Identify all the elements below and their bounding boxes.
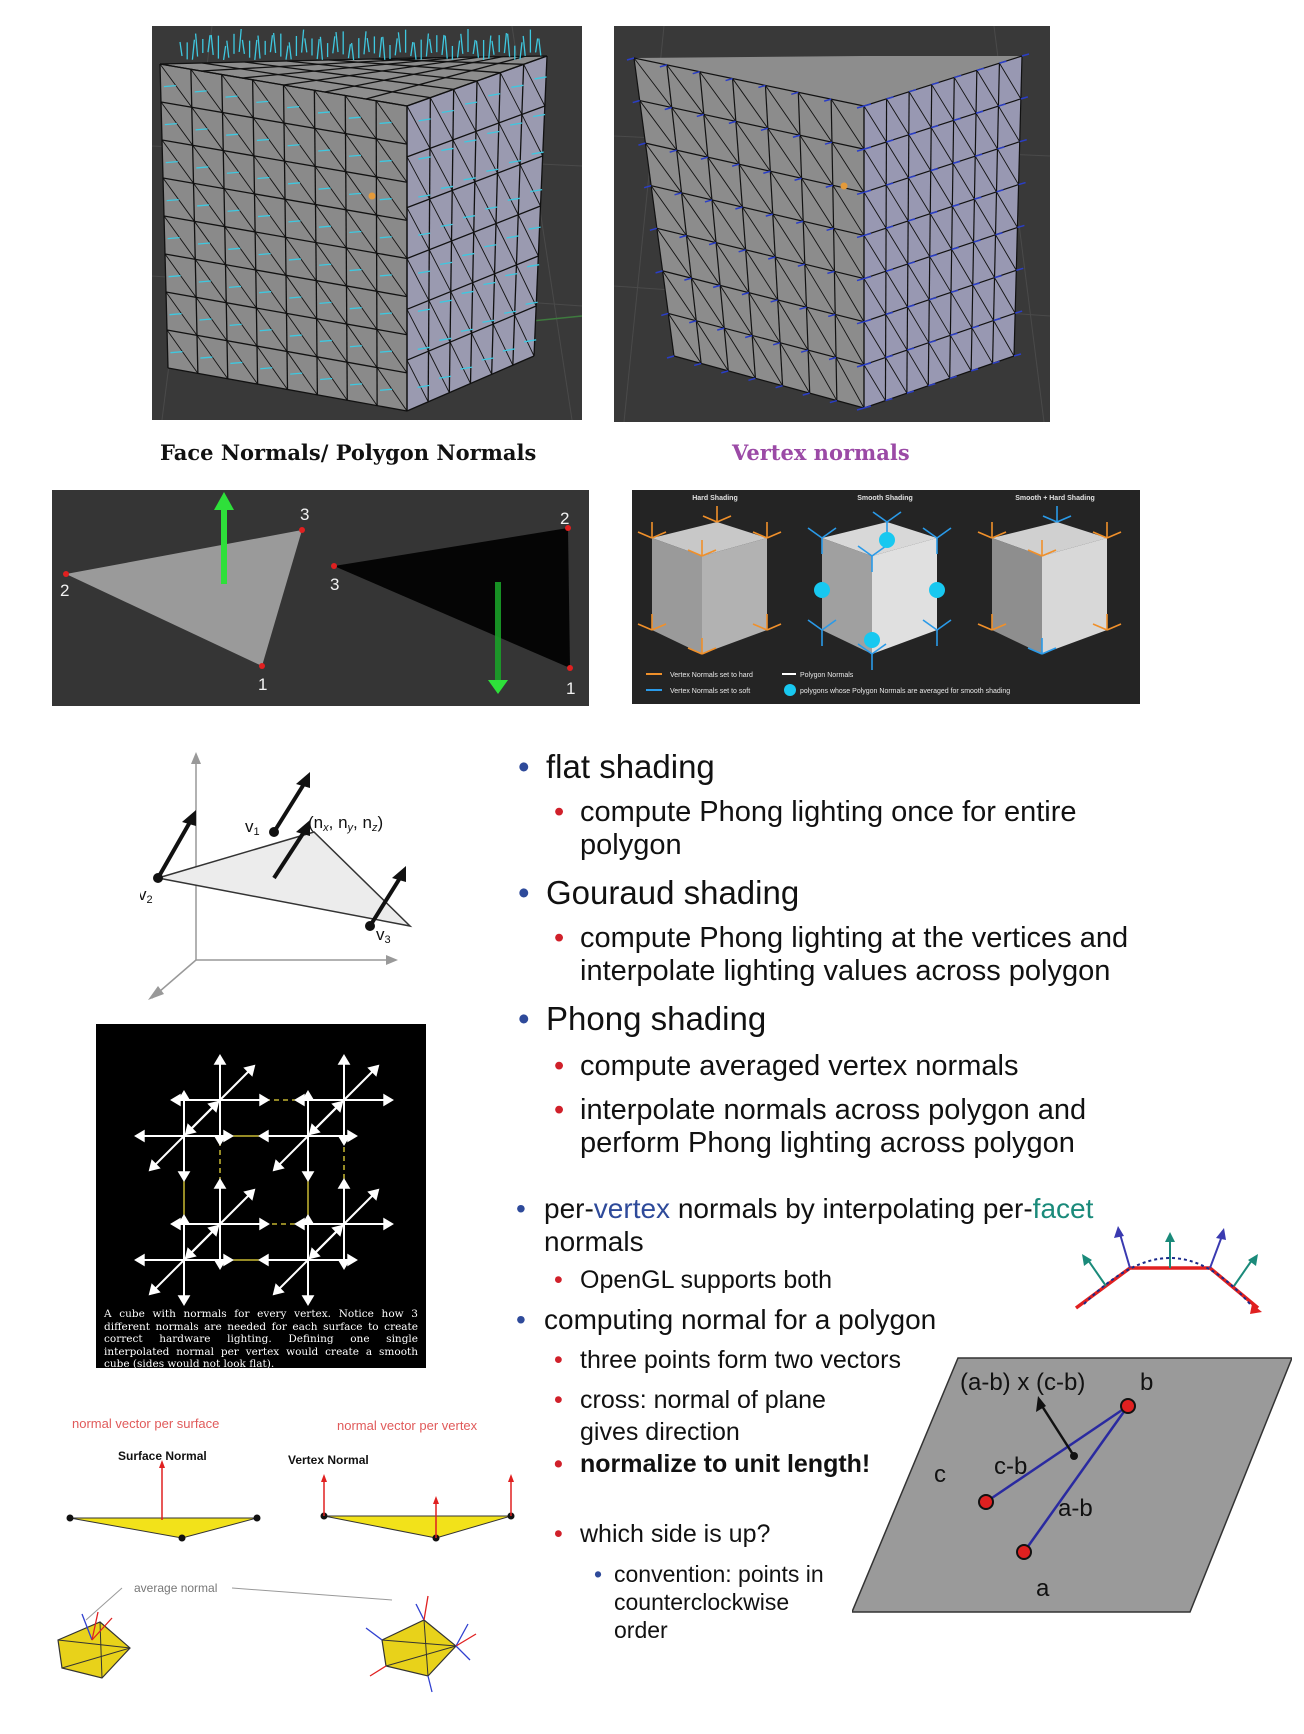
vertex-normal-label: Vertex Normal <box>288 1453 369 1467</box>
tri-right-label-3: 3 <box>330 575 339 594</box>
bullet-computing-normal: • computing normal for a polygon <box>516 1304 937 1335</box>
face-normals-render <box>151 25 583 421</box>
hard-cube <box>652 522 767 654</box>
v2-label: v <box>140 885 147 904</box>
bullet-gouraud-sub: • compute Phong lighting at the vertices … <box>554 922 1129 987</box>
legend-averaged: polygons whose Polygon Normals are avera… <box>800 688 1010 695</box>
normal-vector-label: (nx, ny, nz) <box>308 813 383 834</box>
legend-soft: Vertex Normals set to soft <box>670 688 750 695</box>
legend-polygon: Polygon Normals <box>800 672 854 679</box>
svg-text:v1: v1 <box>245 817 260 838</box>
bullet-per-vertex-normals: • per-vertex normals by interpolating per… <box>516 1193 1094 1257</box>
legend-hard: Vertex Normals set to hard <box>670 672 753 679</box>
tri-left-label-1: 1 <box>258 675 267 694</box>
cube-figure-caption: A cube with normals for every vertex. No… <box>104 1308 418 1370</box>
smooth-shading-title: Smooth Shading <box>857 495 913 502</box>
average-normal-label: average normal <box>134 1581 217 1595</box>
bullet-flat-shading: • flat shading <box>518 748 715 785</box>
cross-product-plane-diagram: (a-b) x (c-b) b c c-b a-b a <box>850 1356 1294 1616</box>
vertex-normal-axis-diagram: v1 v2 v3 (nx, ny, nz) <box>138 750 430 1000</box>
tri-left-label-2: 2 <box>60 581 69 600</box>
tri-right-label-1: 1 <box>566 679 575 698</box>
vertex-normals-caption: Vertex normals <box>732 440 910 465</box>
bullet-phong-sub1: • compute averaged vertex normals <box>554 1050 1019 1082</box>
vertex-normals-render <box>613 25 1051 423</box>
point-a-label: a <box>1036 1575 1050 1602</box>
cube-vertex-normals-figure: A cube with normals for every vertex. No… <box>96 1024 426 1370</box>
v1-label: v <box>245 817 254 836</box>
vector-cb-label: c-b <box>994 1453 1027 1480</box>
bullet-normalize: • normalize to unit length! <box>554 1450 871 1478</box>
svg-text:v3: v3 <box>376 925 391 946</box>
svg-text:v2: v2 <box>140 885 153 906</box>
v3-label: v <box>376 925 385 944</box>
bullet-flat-sub: • compute Phong lighting once for entire p… <box>554 796 1077 861</box>
cross-formula-label: (a-b) x (c-b) <box>960 1369 1085 1396</box>
vector-ab-label: a-b <box>1058 1495 1093 1522</box>
hard-shading-title: Hard Shading <box>692 495 738 502</box>
tri-left-label-3: 3 <box>300 505 309 524</box>
surface-normal-label: Surface Normal <box>118 1449 207 1463</box>
surface-vs-vertex-normal-diagram: normal vector per surface normal vector … <box>52 1408 522 1698</box>
per-surface-label: normal vector per surface <box>72 1416 219 1431</box>
bullet-cross: • cross: normal of plane gives direction <box>554 1386 826 1446</box>
face-normals-caption: Face Normals/ Polygon Normals <box>160 440 537 465</box>
bullet-phong-sub2: • interpolate normals across polygon and p… <box>554 1094 1087 1159</box>
shading-comparison-panel: Hard Shading Smooth Shading Smooth + Har… <box>632 490 1140 704</box>
bullet-opengl: • OpenGL supports both <box>554 1266 833 1294</box>
mixed-cube <box>992 522 1107 654</box>
tri-right-label-2: 2 <box>560 509 569 528</box>
bullet-gouraud-shading: • Gouraud shading <box>518 874 800 911</box>
smooth-cube <box>822 522 937 654</box>
bullet-which-side: • which side is up? <box>554 1520 771 1548</box>
interpolated-normals-curve <box>1072 1224 1266 1324</box>
point-c-label: c <box>934 1461 946 1488</box>
bullet-convention: • convention: points in counterclockwise or… <box>594 1561 824 1643</box>
bullet-three-points: • three points form two vectors <box>554 1346 901 1374</box>
point-b-label: b <box>1140 1369 1153 1396</box>
bullet-phong-shading: • Phong shading <box>518 1000 767 1037</box>
triangle-winding-render: 2 3 1 3 2 1 <box>52 490 589 706</box>
per-vertex-label: normal vector per vertex <box>337 1418 478 1433</box>
smooth-hard-shading-title: Smooth + Hard Shading <box>1015 495 1095 502</box>
